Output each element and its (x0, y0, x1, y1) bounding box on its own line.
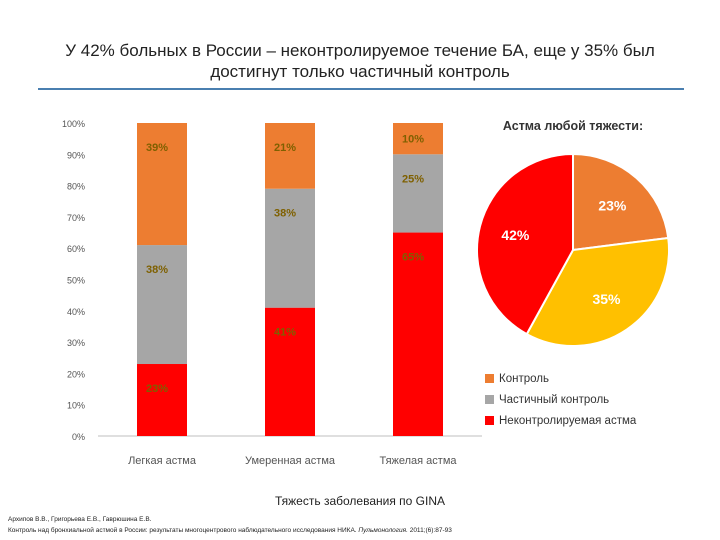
bar-segment (393, 232, 443, 436)
y-tick-label: 100% (62, 119, 85, 129)
legend-label-uncontrolled: Неконтролируемая астма (499, 414, 637, 427)
bar-segment (137, 364, 187, 436)
legend-label-partial: Частичный контроль (499, 393, 610, 406)
y-tick-label: 20% (67, 369, 85, 379)
y-tick-label: 40% (67, 307, 85, 317)
y-tick-label: 90% (67, 150, 85, 160)
bar-data-label: 25% (402, 173, 424, 185)
reference-issue: 2011;(6):87-93 (409, 527, 452, 534)
bar-segment (393, 123, 443, 155)
bar-segment (137, 245, 187, 365)
slide-title-line-1: У 42% больных в России – неконтролируемо… (65, 41, 655, 60)
bar-chart-axes: 0% 10% 20% 30% 40% 50% 60% 70% 80% 90% 100% Легкая … (62, 119, 482, 467)
y-tick-label: 50% (67, 276, 85, 286)
reference-citation: Контроль над бронхиальной астмой в Росси… (8, 527, 452, 534)
bar-data-label: 65% (402, 252, 424, 264)
slide-title-line-2: достигнут только частичный контроль (210, 62, 510, 81)
x-tick-label: Тяжелая астма (379, 455, 457, 467)
bar-chart-marks: 23% 38% 39% 41% 38% 21% 65% 25% 10% (137, 123, 443, 436)
pie-slice (525, 236, 670, 347)
slide-title: У 42% больных в России – неконтролируемо… (30, 40, 690, 82)
legend-item-control: Контроль (485, 368, 636, 389)
legend-label-control: Контроль (499, 372, 549, 385)
reference-authors: Архипов В.В., Григорьева Е.В., Гаврюшина… (8, 516, 152, 523)
bar-data-label: 10% (402, 134, 424, 146)
bar-segment (137, 123, 187, 246)
pie-chart-marks: Астма любой тяжести: 23% 35% 42% (476, 119, 670, 347)
x-tick-label: Умеренная астма (245, 455, 336, 467)
legend-swatch-uncontrolled (485, 416, 494, 425)
title-divider (38, 88, 684, 90)
bar-segment (265, 123, 315, 189)
bar-data-label: 23% (146, 383, 168, 395)
y-tick-label: 60% (67, 244, 85, 254)
bar-segment (393, 154, 443, 233)
pie-slice (572, 152, 670, 252)
pie-data-label: 42% (501, 227, 530, 243)
pie-slice (476, 152, 574, 336)
legend-swatch-control (485, 374, 494, 383)
pie-data-label: 23% (598, 197, 627, 213)
x-axis-title: Тяжесть заболевания по GINA (275, 494, 445, 508)
bar-data-label: 39% (146, 142, 168, 154)
pie-data-label: 35% (592, 291, 621, 307)
legend-swatch-partial (485, 395, 494, 404)
y-tick-label: 30% (67, 338, 85, 348)
reference-journal: Пульмонология. (358, 527, 408, 534)
y-tick-label: 0% (72, 432, 85, 442)
x-tick-label: Легкая астма (128, 455, 197, 467)
bar-data-label: 41% (274, 327, 296, 339)
chart-legend: Контроль Частичный контроль Неконтролиру… (485, 368, 636, 431)
reference-title: Контроль над бронхиальной астмой в Росси… (8, 527, 357, 534)
y-tick-label: 80% (67, 182, 85, 192)
bar-data-label: 38% (274, 208, 296, 220)
y-tick-label: 10% (67, 401, 85, 411)
legend-item-partial: Частичный контроль (485, 389, 636, 410)
bar-data-label: 21% (274, 142, 296, 154)
y-tick-label: 70% (67, 213, 85, 223)
bar-segment (265, 307, 315, 436)
legend-item-uncontrolled: Неконтролируемая астма (485, 410, 636, 431)
pie-title: Астма любой тяжести: (503, 119, 643, 133)
bar-data-label: 38% (146, 264, 168, 276)
bar-segment (265, 188, 315, 308)
